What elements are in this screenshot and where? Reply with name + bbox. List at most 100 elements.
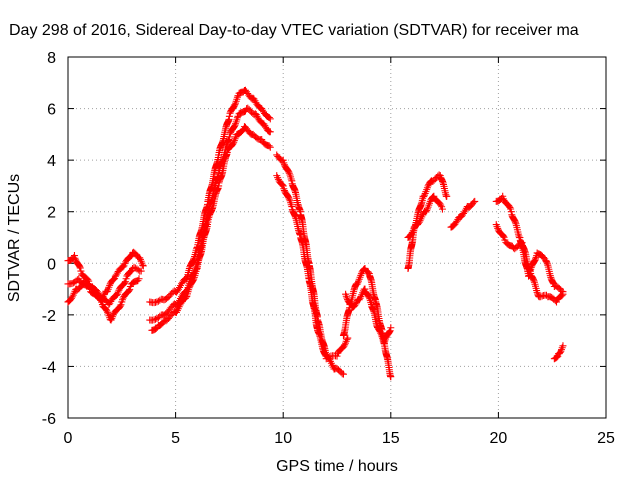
data-point xyxy=(154,321,162,329)
data-point xyxy=(225,112,233,120)
data-point xyxy=(314,326,322,334)
data-point xyxy=(367,301,375,309)
y-tick-label: -4 xyxy=(42,359,56,376)
series-trace-markers xyxy=(340,265,394,380)
y-tick-label: 2 xyxy=(47,205,56,222)
data-point xyxy=(456,213,464,221)
data-point xyxy=(559,290,567,298)
data-point xyxy=(172,288,180,296)
data-point xyxy=(333,352,341,360)
data-point xyxy=(438,205,446,213)
data-point xyxy=(249,94,257,102)
x-tick-label: 5 xyxy=(171,430,180,447)
y-axis-label: SDTVAR / TECUs xyxy=(6,174,23,302)
series-trace-d xyxy=(146,86,274,307)
data-point xyxy=(492,221,500,229)
data-point xyxy=(139,262,147,270)
data-point xyxy=(193,264,201,272)
series-trace-markers xyxy=(147,86,273,307)
data-point xyxy=(73,285,81,293)
data-point xyxy=(113,290,121,298)
data-point xyxy=(232,133,240,141)
y-tick-label: 4 xyxy=(47,153,56,170)
data-point xyxy=(507,208,515,216)
data-point xyxy=(103,288,111,296)
series-trace-l xyxy=(404,192,446,241)
data-point xyxy=(436,172,444,180)
plot-frame xyxy=(67,56,607,419)
x-tick-label: 20 xyxy=(490,430,508,447)
data-point xyxy=(430,192,438,200)
data-point xyxy=(258,105,266,113)
data-points xyxy=(64,86,567,381)
series-trace-c xyxy=(64,275,143,324)
data-point xyxy=(550,282,558,290)
series-trace-f xyxy=(148,123,274,334)
data-point xyxy=(471,197,479,205)
data-point xyxy=(559,342,567,350)
data-point xyxy=(348,303,356,311)
data-point xyxy=(518,239,526,247)
data-point xyxy=(553,298,561,306)
data-point xyxy=(107,316,115,324)
x-tick-label: 25 xyxy=(597,430,615,447)
data-point xyxy=(550,355,558,363)
data-point xyxy=(516,234,524,241)
data-point xyxy=(419,192,427,200)
data-point xyxy=(64,298,72,306)
x-tick-label: 15 xyxy=(382,430,400,447)
series-trace-markers xyxy=(149,123,273,334)
data-point xyxy=(443,192,451,200)
data-point xyxy=(509,244,517,252)
data-point xyxy=(234,112,242,120)
data-point xyxy=(260,120,268,128)
data-point xyxy=(374,324,382,332)
data-point xyxy=(527,270,535,278)
data-point xyxy=(413,221,421,229)
data-point xyxy=(77,267,85,275)
grid-lines xyxy=(68,57,606,418)
data-point xyxy=(344,334,352,342)
data-point xyxy=(223,148,231,156)
data-point xyxy=(542,257,550,265)
data-point xyxy=(339,331,347,339)
data-point xyxy=(279,156,287,164)
data-point xyxy=(105,301,113,309)
series-trace-a xyxy=(64,248,147,304)
data-point xyxy=(428,177,436,185)
data-point xyxy=(64,280,72,288)
data-point xyxy=(421,208,429,216)
data-point xyxy=(339,370,347,378)
series-trace-markers xyxy=(404,171,450,272)
data-point xyxy=(137,267,145,275)
data-point xyxy=(146,298,154,306)
data-point xyxy=(75,275,83,283)
chart-title: Day 298 of 2016, Sidereal Day-to-day VTE… xyxy=(9,22,579,39)
x-axis-label: GPS time / hours xyxy=(276,458,398,475)
axis-tick-labels: 0 5 10 15 20 25 -6 -4 -2 0 2 4 6 8 xyxy=(42,50,615,447)
data-point xyxy=(251,110,259,118)
data-point xyxy=(355,295,363,303)
data-point xyxy=(296,208,304,216)
series-trace-markers xyxy=(65,248,147,304)
data-point xyxy=(98,301,106,309)
data-point xyxy=(331,365,339,373)
y-tick-label: -6 xyxy=(42,411,56,428)
series-trace-markers xyxy=(342,285,394,347)
data-point xyxy=(535,293,543,301)
data-point xyxy=(342,290,350,298)
data-point xyxy=(240,123,248,131)
data-point xyxy=(387,324,395,332)
data-point xyxy=(387,373,395,381)
data-point xyxy=(266,128,274,136)
series-trace-markers xyxy=(448,198,478,231)
data-point xyxy=(240,87,248,95)
data-point xyxy=(365,270,373,278)
data-point xyxy=(234,92,242,100)
series-trace-k xyxy=(404,171,451,272)
y-tick-label: 6 xyxy=(47,102,56,119)
y-tick-label: 8 xyxy=(47,50,56,67)
data-point xyxy=(296,231,304,239)
data-point xyxy=(322,355,330,363)
data-point xyxy=(447,223,455,231)
